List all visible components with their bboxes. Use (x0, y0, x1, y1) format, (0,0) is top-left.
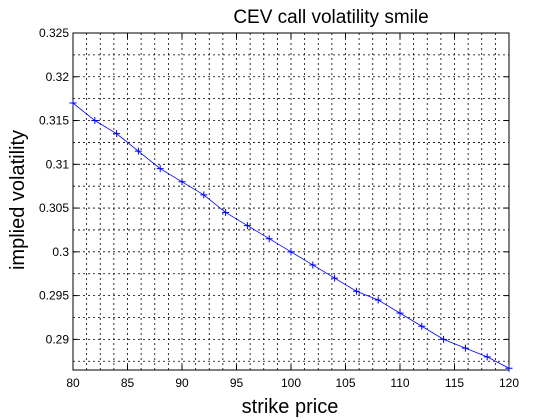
chart-title: CEV call volatility smile (233, 7, 428, 28)
y-axis-label: implied volatility (7, 130, 29, 270)
data-point (178, 178, 186, 186)
data-point (156, 165, 164, 173)
data-point (91, 117, 99, 125)
x-tick-label: 105 (335, 376, 355, 390)
x-tick-label: 100 (281, 376, 301, 390)
x-tick-label: 90 (175, 376, 189, 390)
y-tick-label: 0.325 (39, 26, 69, 40)
y-tick-labels: 0.29 0.295 0.3 0.305 0.31 0.315 0.32 0.325 (39, 26, 69, 346)
data-point (222, 208, 230, 216)
data-point (396, 309, 404, 317)
y-tick-label: 0.31 (46, 157, 70, 171)
data-point (461, 344, 469, 352)
x-tick-label: 115 (445, 376, 464, 390)
y-tick-label: 0.295 (39, 289, 69, 303)
data-point (309, 261, 317, 269)
data-point (69, 99, 77, 107)
y-tick-label: 0.305 (39, 201, 69, 215)
data-point (505, 364, 513, 372)
x-tick-label: 85 (121, 376, 135, 390)
data-point (265, 235, 273, 243)
data-point (352, 287, 360, 295)
data-point (200, 191, 208, 199)
y-tick-label: 0.3 (52, 245, 69, 259)
x-tick-label: 120 (499, 376, 519, 390)
data-point (243, 222, 251, 230)
y-tick-label: 0.315 (39, 114, 69, 128)
x-tick-label: 110 (390, 376, 409, 390)
series (69, 99, 513, 372)
data-point (287, 248, 295, 256)
grid (73, 33, 509, 370)
x-tick-label: 80 (66, 376, 80, 390)
data-point (134, 147, 142, 155)
data-point (418, 322, 426, 330)
x-tick-labels: 80 85 90 95 100 105 110 115 120 (66, 376, 519, 390)
data-point (374, 296, 382, 304)
data-point (113, 130, 121, 138)
data-point (331, 274, 339, 282)
y-tick-label: 0.32 (46, 70, 70, 84)
x-axis-label: strike price (242, 396, 339, 418)
ticks (72, 32, 510, 370)
x-tick-label: 95 (230, 376, 244, 390)
y-tick-label: 0.29 (46, 332, 70, 346)
data-point (483, 353, 491, 361)
data-point (440, 335, 448, 343)
